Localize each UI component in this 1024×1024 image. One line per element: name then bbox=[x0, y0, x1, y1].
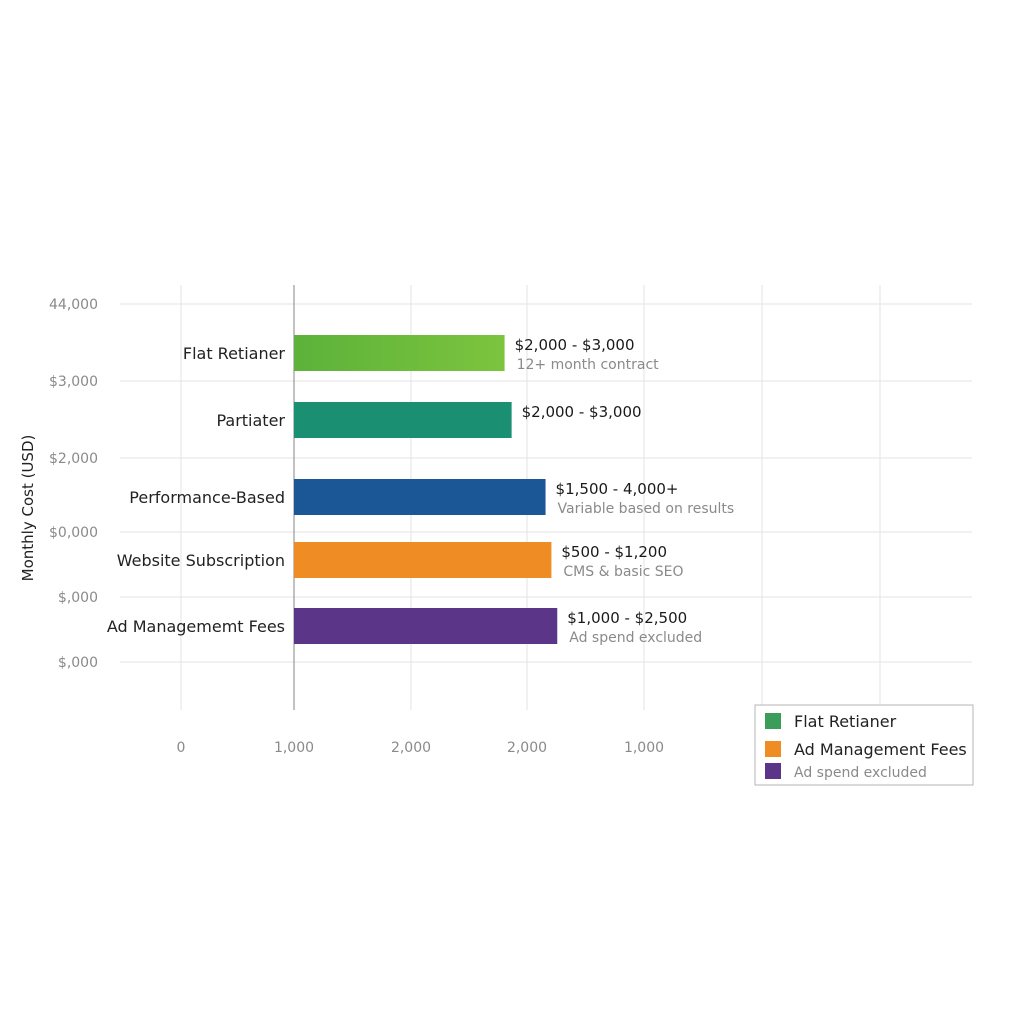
y-tick-label: $,000 bbox=[58, 655, 98, 671]
y-axis-label: Monthly Cost (USD) bbox=[19, 435, 37, 582]
x-tick-label: 2,000 bbox=[507, 740, 547, 756]
x-tick-labels: 0 1,000 2,000 2,000 1,000 bbox=[177, 740, 665, 756]
legend-label: Ad Management Fees bbox=[794, 740, 967, 759]
y-tick-labels: 44,000 $3,000 $2,000 $0,000 $,000 $,000 bbox=[49, 297, 98, 671]
bar bbox=[294, 542, 552, 578]
value-label: $2,000 - $3,000 bbox=[515, 336, 635, 354]
legend-label: Ad spend excluded bbox=[794, 765, 927, 781]
category-labels: Flat Retianer Partiater Performance-Based W… bbox=[107, 344, 286, 636]
value-labels: $2,000 - $3,000 12+ month contract $2,000 … bbox=[515, 336, 735, 646]
bar bbox=[294, 479, 546, 515]
legend-box bbox=[754, 704, 974, 786]
value-label: $2,000 - $3,000 bbox=[522, 403, 642, 421]
bar-note: 12+ month contract bbox=[517, 357, 660, 373]
bar bbox=[294, 335, 505, 371]
bar-note: CMS & basic SEO bbox=[563, 564, 683, 580]
x-tick-label: 1,000 bbox=[274, 740, 314, 756]
bar-note: Ad spend excluded bbox=[569, 630, 702, 646]
bar bbox=[294, 608, 558, 644]
x-tick-label: 2,000 bbox=[391, 740, 431, 756]
y-tick-label: $2,000 bbox=[49, 451, 98, 467]
value-label: $1,500 - 4,000+ bbox=[556, 480, 679, 498]
category-label: Performance-Based bbox=[129, 488, 285, 507]
value-label: $500 - $1,200 bbox=[561, 543, 667, 561]
x-tick-label: 0 bbox=[177, 740, 186, 756]
category-label: Ad Managememt Fees bbox=[107, 617, 285, 636]
y-tick-label: $,000 bbox=[58, 590, 98, 606]
y-tick-label: $0,000 bbox=[49, 525, 98, 541]
y-tick-label: 44,000 bbox=[49, 297, 98, 313]
legend-swatch bbox=[765, 741, 781, 757]
legend-swatch bbox=[765, 713, 781, 729]
legend-swatch bbox=[765, 763, 781, 779]
bars bbox=[294, 335, 558, 644]
value-label: $1,000 - $2,500 bbox=[567, 609, 687, 627]
category-label: Partiater bbox=[216, 411, 285, 430]
category-label: Website Subscription bbox=[117, 551, 285, 570]
x-tick-label: 1,000 bbox=[624, 740, 664, 756]
bar-note: Variable based on results bbox=[558, 501, 735, 517]
grid-lines bbox=[120, 285, 972, 710]
y-tick-label: $3,000 bbox=[49, 374, 98, 390]
legend-label: Flat Retianer bbox=[794, 712, 897, 731]
legend: Flat Retianer Ad Management Fees Ad spend … bbox=[754, 704, 974, 786]
bar bbox=[294, 402, 512, 438]
category-label: Flat Retianer bbox=[183, 344, 286, 363]
